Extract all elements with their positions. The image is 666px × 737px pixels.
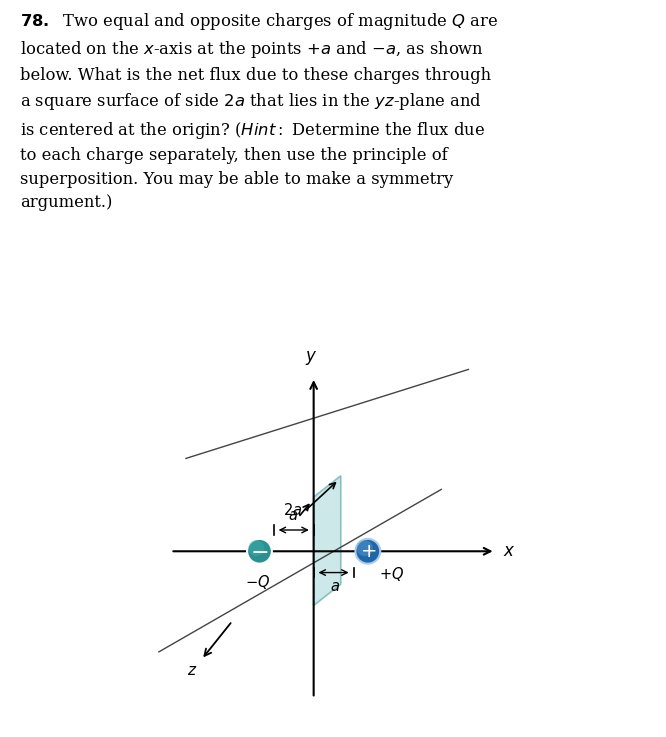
Circle shape [247,539,272,564]
Text: $z$: $z$ [186,664,197,678]
Text: $+Q$: $+Q$ [379,565,404,583]
Text: $2a$: $2a$ [283,502,302,517]
Circle shape [248,540,264,556]
Circle shape [356,539,380,564]
Text: $a$: $a$ [330,579,340,593]
Text: $+$: $+$ [360,542,376,561]
Text: $-$: $-$ [250,541,268,562]
Circle shape [357,540,373,556]
Text: $\mathbf{78.}$  Two equal and opposite charges of magnitude $Q$ are
located on t: $\mathbf{78.}$ Two equal and opposite ch… [20,10,498,211]
Text: $x$: $x$ [503,542,515,560]
Text: $a$: $a$ [288,509,298,523]
Text: $y$: $y$ [306,349,318,368]
Text: $-Q$: $-Q$ [245,573,270,590]
Polygon shape [314,476,341,606]
